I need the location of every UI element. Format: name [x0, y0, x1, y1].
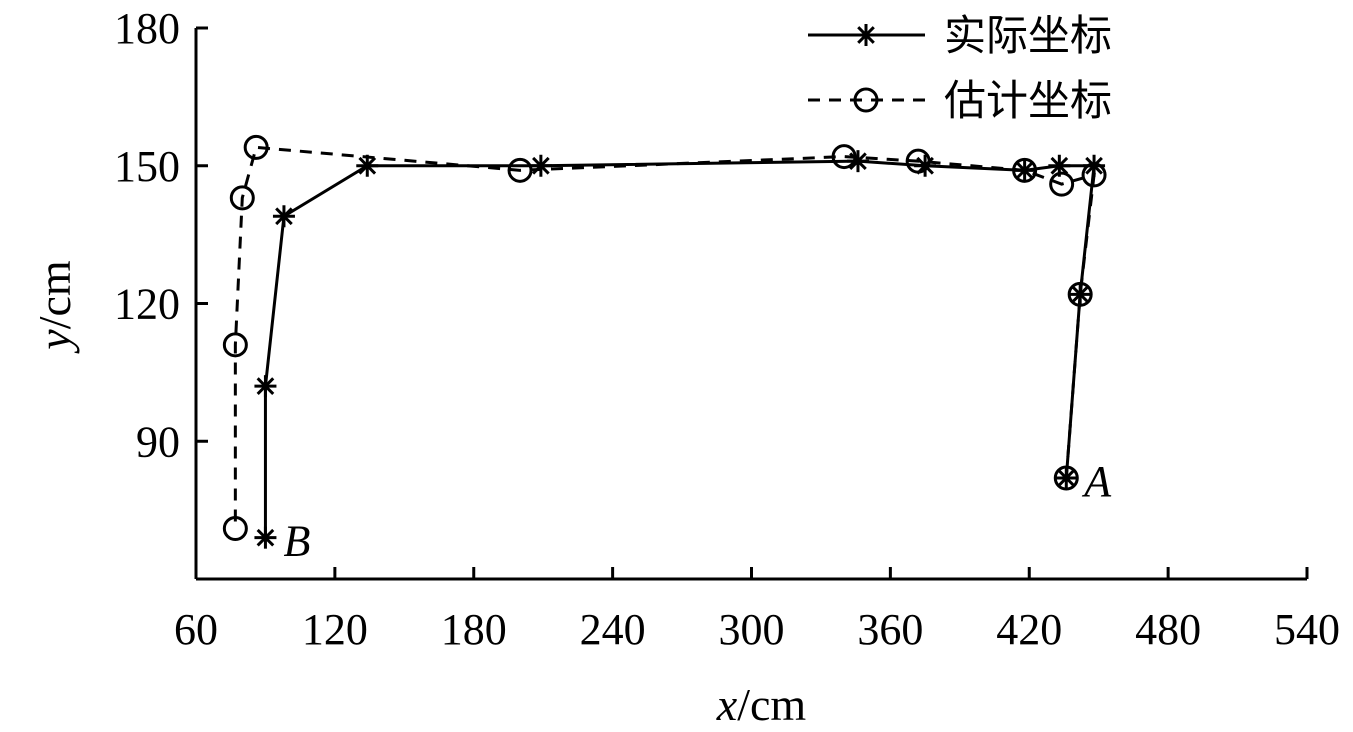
x-tick-label: 540: [1274, 605, 1340, 654]
actual-point-marker: [254, 526, 277, 549]
estimated-point-marker: [243, 134, 269, 160]
estimated-point-marker: [229, 185, 255, 211]
x-axis-label: x/cm: [716, 679, 807, 730]
x-tick-label: 60: [174, 605, 218, 654]
actual-point-marker: [1083, 154, 1106, 177]
x-tick-label: 480: [1135, 605, 1201, 654]
estimated-point-marker: [222, 332, 248, 358]
actual-point-marker: [914, 154, 937, 177]
legend-actual-marker: [855, 24, 877, 46]
actual-point-marker: [1069, 283, 1092, 306]
x-tick-label: 420: [996, 605, 1062, 654]
x-tick-label: 300: [719, 605, 785, 654]
actual-point-marker: [1048, 154, 1071, 177]
estimated-point-marker: [1049, 171, 1075, 197]
y-axis-label: y/cm: [29, 260, 80, 354]
x-tick-label: 360: [857, 605, 923, 654]
x-tick-label: 180: [441, 605, 507, 654]
point-annotation-b: B: [283, 517, 310, 566]
x-tick-label: 240: [580, 605, 646, 654]
axes: 60 120 180 240 300 360 420 480 540 90 120 150 180 x/c…: [29, 4, 1340, 730]
annotations: AB: [283, 457, 1112, 566]
y-tick-label: 90: [136, 417, 180, 466]
y-tick-label: 150: [114, 142, 180, 191]
x-tick-label: 120: [302, 605, 368, 654]
legend-estimated-marker: [853, 87, 879, 113]
estimated-point-marker: [222, 515, 248, 541]
actual-point-marker: [529, 154, 552, 177]
series-layer: [222, 134, 1107, 549]
legend-actual-label: 实际坐标: [944, 11, 1112, 60]
actual-point-marker: [1013, 159, 1036, 182]
actual-series-line: [263, 159, 1096, 538]
y-tick-label: 180: [114, 4, 180, 53]
actual-point-marker: [254, 375, 277, 398]
actual-point-marker: [356, 154, 379, 177]
actual-point-marker: [1055, 466, 1078, 489]
estimated-point-marker: [507, 157, 533, 183]
legend-estimated-label: 估计坐标: [944, 76, 1112, 125]
actual-point-marker: [846, 150, 869, 173]
estimated-series-line: [233, 145, 1096, 529]
y-tick-label: 120: [114, 280, 180, 329]
point-annotation-a: A: [1081, 457, 1112, 506]
actual-point-marker: [272, 205, 295, 228]
